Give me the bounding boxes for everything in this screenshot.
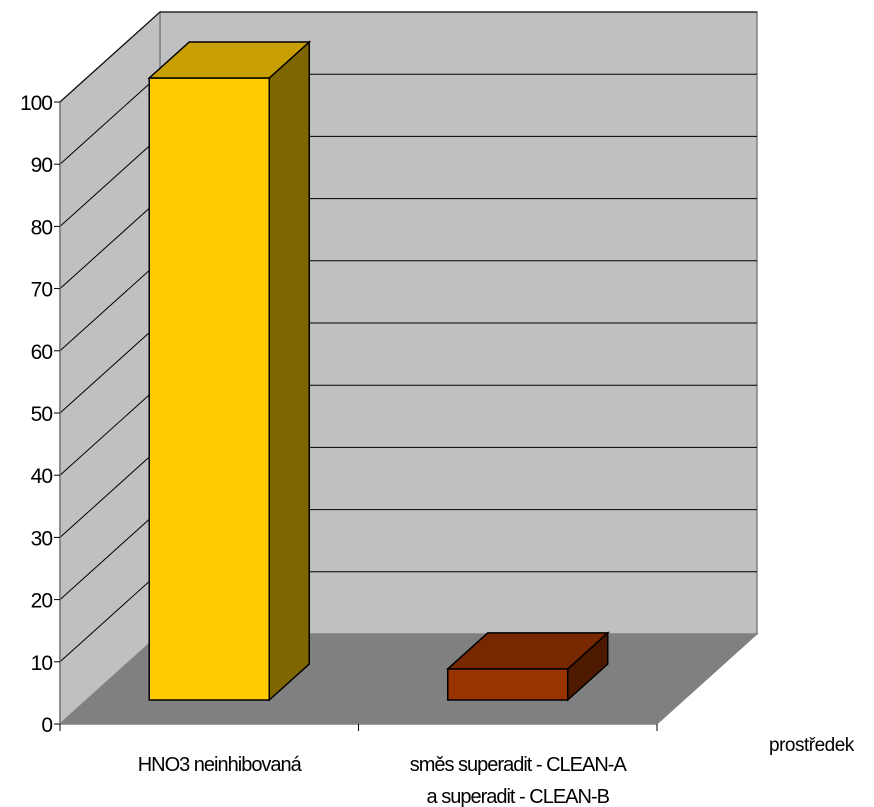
gridline-side	[59, 384, 161, 476]
x-category-labels: HNO3 neinhibovaná směs superadit - CLEAN-…	[138, 754, 629, 807]
gridline-side	[59, 571, 161, 663]
gridline-side	[59, 11, 161, 103]
gridline-side	[59, 136, 161, 227]
bar-front-face	[447, 668, 569, 701]
gridline-side	[59, 447, 161, 538]
x-category-label: HNO3 neinhibovaná	[138, 754, 303, 776]
gridline-side	[59, 73, 161, 165]
y-tick-label: 100	[20, 92, 52, 115]
x-category-label: směs superadit - CLEAN-A	[410, 754, 628, 776]
gridline-side	[59, 198, 161, 289]
x-axis-title: prostředek	[769, 735, 855, 756]
y-tick-label: 0	[41, 714, 52, 737]
x-category-label: a superadit - CLEAN-B	[427, 786, 610, 807]
bar-front-face	[148, 77, 270, 701]
y-tick-label: 40	[31, 465, 53, 488]
y-tick-label: 90	[31, 154, 53, 177]
y-tick-label: 10	[31, 652, 53, 675]
y-tick-label: 60	[31, 341, 53, 364]
y-tick-label: 70	[31, 279, 53, 302]
gridline-side	[59, 260, 161, 352]
bars	[147, 40, 610, 702]
gridline-side	[59, 322, 161, 414]
bar-top-face	[147, 41, 312, 79]
bar-1	[147, 40, 312, 702]
y-tick-label: 50	[31, 403, 53, 426]
gridline-side	[59, 509, 161, 600]
bar-side-face	[268, 40, 310, 702]
y-tick-label: 80	[31, 216, 53, 239]
y-tick-label: 20	[31, 590, 53, 613]
y-tick-labels: 0 10 20 30 40 50 60 70 80 90 100	[20, 92, 60, 737]
bar-2	[445, 631, 610, 702]
y-tick-label: 30	[31, 527, 53, 550]
bar-top-face	[445, 632, 610, 670]
